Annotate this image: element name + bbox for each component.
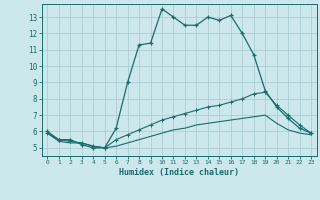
X-axis label: Humidex (Indice chaleur): Humidex (Indice chaleur) — [119, 168, 239, 177]
